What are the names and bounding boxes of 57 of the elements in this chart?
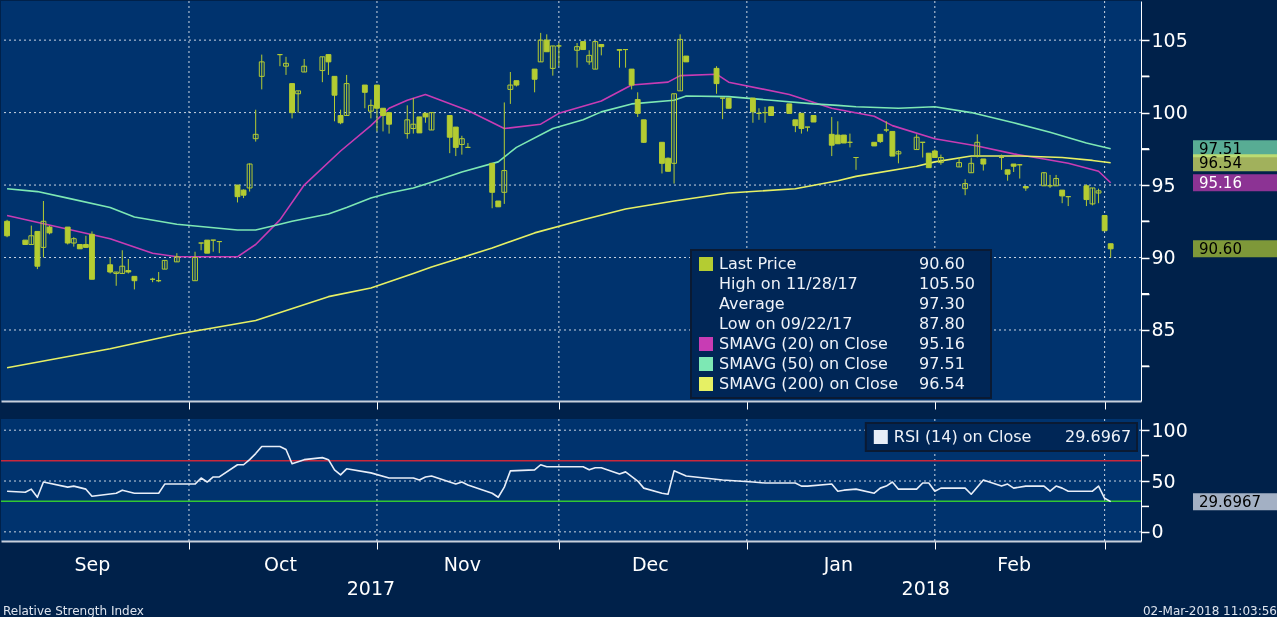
candlestick <box>283 56 289 76</box>
text: 90.60 <box>1199 239 1242 258</box>
annotation: High on 11/28/17 <box>719 274 858 293</box>
annotation: 29.6967 <box>1065 427 1132 446</box>
candlestick <box>956 157 963 168</box>
text: 02-Mar-2018 11:03:56 <box>1142 604 1277 618</box>
annotation: 97.51 <box>919 354 965 373</box>
y-tick-label: 50 <box>1151 469 1176 492</box>
annotation: 87.80 <box>919 314 965 333</box>
text: 29.6967 <box>1199 492 1262 511</box>
annotation: Average <box>719 294 785 313</box>
legend-label: RSI (14) on Close <box>893 427 1032 446</box>
text: 95.16 <box>1199 173 1242 192</box>
candlestick <box>974 133 981 159</box>
candlestick <box>531 68 538 93</box>
candlestick <box>634 91 641 118</box>
y-tick-label: 85 <box>1151 318 1176 341</box>
candlestick <box>749 97 756 124</box>
x-tick-label: Jan <box>822 552 853 575</box>
candlestick <box>173 252 180 263</box>
text: 2017 <box>346 577 396 599</box>
x-tick-label: Feb <box>997 552 1031 575</box>
legend-label: SMAVG (200) on Close <box>719 374 899 393</box>
annotation: 90.60 <box>919 254 965 273</box>
legend-label: SMAVG (50) on Close <box>719 354 888 373</box>
annotation: Last Price <box>719 254 797 273</box>
candlestick <box>331 75 338 122</box>
annotation: Low on 09/22/17 <box>719 314 853 333</box>
annotation: 105.50 <box>919 274 975 293</box>
legend-label: SMAVG (20) on Close <box>719 334 888 353</box>
y-tick-label: 105 <box>1151 28 1188 51</box>
x-tick-label: Oct <box>264 552 297 575</box>
candlestick <box>962 178 969 196</box>
line-series <box>6 95 1112 231</box>
x-tick-label: Dec <box>631 552 669 575</box>
text: 2018 <box>901 577 950 599</box>
annotation: 95.16 <box>919 334 965 353</box>
candlestick <box>361 84 368 109</box>
candlestick <box>258 54 265 90</box>
line-series <box>6 445 1112 503</box>
text: Relative Strength Index <box>3 604 144 618</box>
text: 96.54 <box>1199 153 1242 172</box>
candlestick <box>246 162 253 193</box>
x-tick-label: Sep <box>74 552 111 575</box>
y-tick-label: 95 <box>1151 173 1176 196</box>
annotation: 96.54 <box>919 374 965 393</box>
x-tick-label: Nov <box>443 552 481 575</box>
candlestick <box>713 65 720 95</box>
annotation: 97.30 <box>919 294 965 313</box>
y-tick-label: 100 <box>1151 101 1188 124</box>
y-tick-label: 90 <box>1151 246 1176 269</box>
candlestick <box>252 109 259 143</box>
candlestick <box>501 101 508 205</box>
candlestick <box>628 68 635 90</box>
y-tick-label: 0 <box>1151 520 1164 543</box>
y-tick-label: 100 <box>1151 418 1188 441</box>
candlestick <box>192 251 198 282</box>
